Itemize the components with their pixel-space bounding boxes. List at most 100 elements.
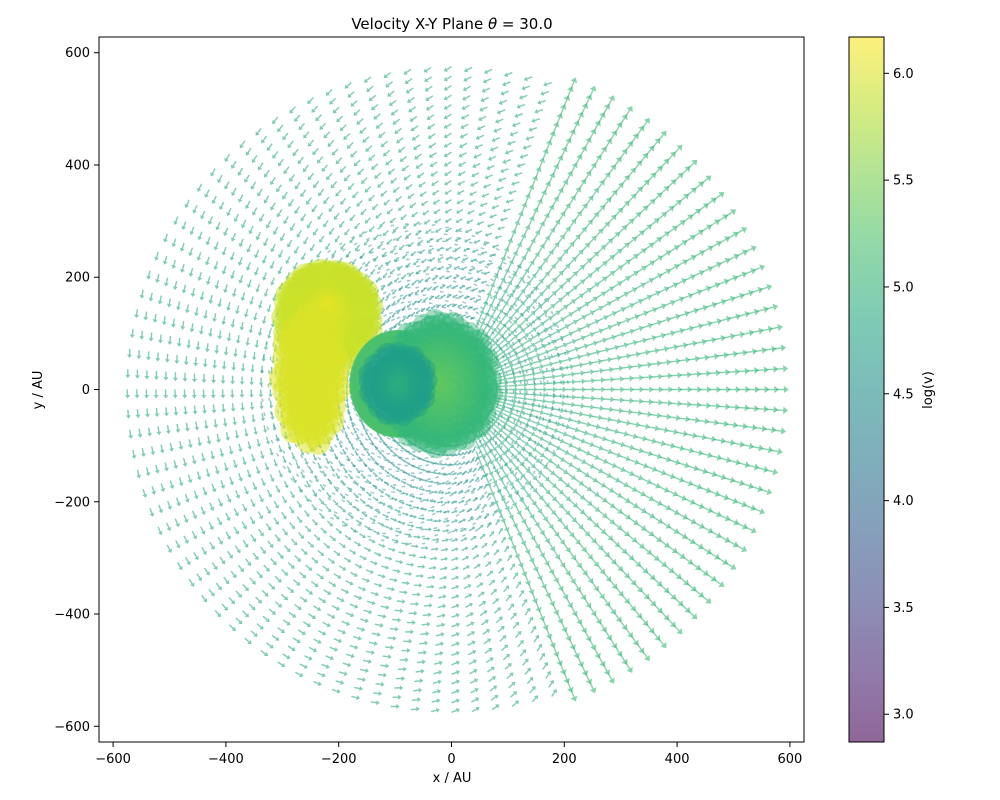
velocity-arrow [404, 283, 410, 289]
velocity-arrow [523, 488, 531, 498]
velocity-arrow [190, 288, 196, 297]
velocity-arrow [433, 343, 438, 348]
velocity-arrow [415, 320, 420, 325]
velocity-arrow [470, 487, 476, 493]
velocity-arrow [505, 594, 512, 602]
velocity-arrow [489, 501, 494, 508]
velocity-arrow [411, 134, 420, 141]
velocity-arrow [401, 541, 409, 546]
velocity-arrow [505, 454, 513, 464]
velocity-arrow [328, 581, 337, 587]
velocity-arrow [522, 416, 532, 423]
velocity-arrow [760, 446, 774, 454]
velocity-arrow [615, 182, 624, 193]
velocity-arrow [573, 187, 581, 198]
velocity-arrow [670, 372, 683, 379]
velocity-arrow [529, 286, 538, 295]
velocity-arrow [645, 623, 655, 634]
velocity-arrow [461, 441, 467, 446]
velocity-arrow [385, 81, 393, 88]
velocity-arrow [411, 280, 417, 286]
velocity-arrow [471, 437, 476, 443]
velocity-arrow [428, 565, 437, 571]
velocity-arrow [708, 402, 721, 410]
velocity-arrow [492, 427, 501, 436]
velocity-arrow [433, 208, 441, 214]
velocity-arrow [680, 386, 693, 393]
velocity-arrow [532, 415, 543, 421]
inner-arrow [450, 345, 455, 349]
velocity-arrow [718, 257, 731, 265]
velocity-arrow [563, 671, 571, 684]
velocity-arrow [553, 549, 561, 560]
velocity-arrow [217, 298, 223, 308]
velocity-arrow [473, 430, 480, 440]
velocity-arrow [518, 382, 528, 388]
velocity-arrow [124, 389, 130, 399]
velocity-arrow [507, 292, 514, 302]
velocity-arrow [469, 458, 475, 464]
velocity-arrow [596, 291, 606, 299]
velocity-arrow [191, 373, 198, 383]
velocity-arrow [308, 466, 314, 474]
velocity-arrow [735, 226, 748, 235]
velocity-arrow [437, 500, 444, 504]
velocity-arrow [496, 333, 504, 342]
velocity-arrow [302, 621, 311, 628]
velocity-arrow [459, 432, 465, 437]
velocity-arrow [523, 337, 533, 345]
velocity-arrow [137, 428, 143, 438]
velocity-arrow [672, 144, 683, 155]
velocity-arrow [463, 480, 469, 485]
velocity-arrow [306, 220, 313, 229]
velocity-arrow [381, 284, 386, 291]
velocity-arrow [303, 236, 309, 245]
velocity-arrow [370, 455, 375, 462]
inner-arrow [463, 370, 467, 375]
velocity-arrow [618, 291, 629, 299]
velocity-arrow [535, 369, 546, 376]
velocity-arrow [568, 513, 577, 523]
velocity-arrow [593, 444, 604, 451]
velocity-arrow [508, 681, 516, 689]
velocity-arrow [343, 133, 351, 140]
velocity-arrow [434, 218, 442, 224]
velocity-arrow [692, 269, 705, 277]
velocity-arrow [668, 507, 680, 515]
velocity-arrow [479, 533, 486, 540]
velocity-arrow [413, 535, 421, 540]
velocity-arrow [263, 564, 270, 572]
velocity-arrow [496, 503, 503, 514]
velocity-arrow [215, 433, 221, 443]
velocity-arrow [399, 589, 408, 595]
velocity-arrow [480, 96, 489, 103]
velocity-arrow [430, 305, 436, 310]
velocity-arrow [410, 474, 417, 479]
velocity-arrow [156, 426, 162, 436]
velocity-arrow [357, 168, 365, 176]
velocity-arrow [219, 556, 226, 565]
velocity-arrow [650, 412, 662, 419]
velocity-arrow [409, 494, 416, 499]
velocity-arrow [554, 335, 565, 342]
velocity-arrow [384, 443, 389, 449]
velocity-arrow [612, 249, 623, 257]
velocity-arrow [575, 378, 586, 385]
velocity-arrow [621, 175, 630, 186]
velocity-arrow [311, 519, 318, 526]
velocity-arrow [527, 260, 535, 270]
velocity-arrow [528, 583, 535, 595]
velocity-arrow [528, 327, 537, 335]
velocity-arrow [582, 412, 594, 419]
velocity-arrow [501, 356, 511, 363]
velocity-arrow [401, 648, 411, 654]
velocity-arrow [499, 353, 508, 360]
velocity-arrow [499, 419, 508, 426]
velocity-arrow [387, 90, 395, 97]
velocity-arrow [353, 427, 357, 434]
velocity-arrow [512, 433, 522, 440]
velocity-arrow [183, 406, 189, 416]
velocity-arrow [651, 273, 663, 281]
velocity-arrow [483, 347, 491, 356]
velocity-arrow [445, 236, 452, 242]
